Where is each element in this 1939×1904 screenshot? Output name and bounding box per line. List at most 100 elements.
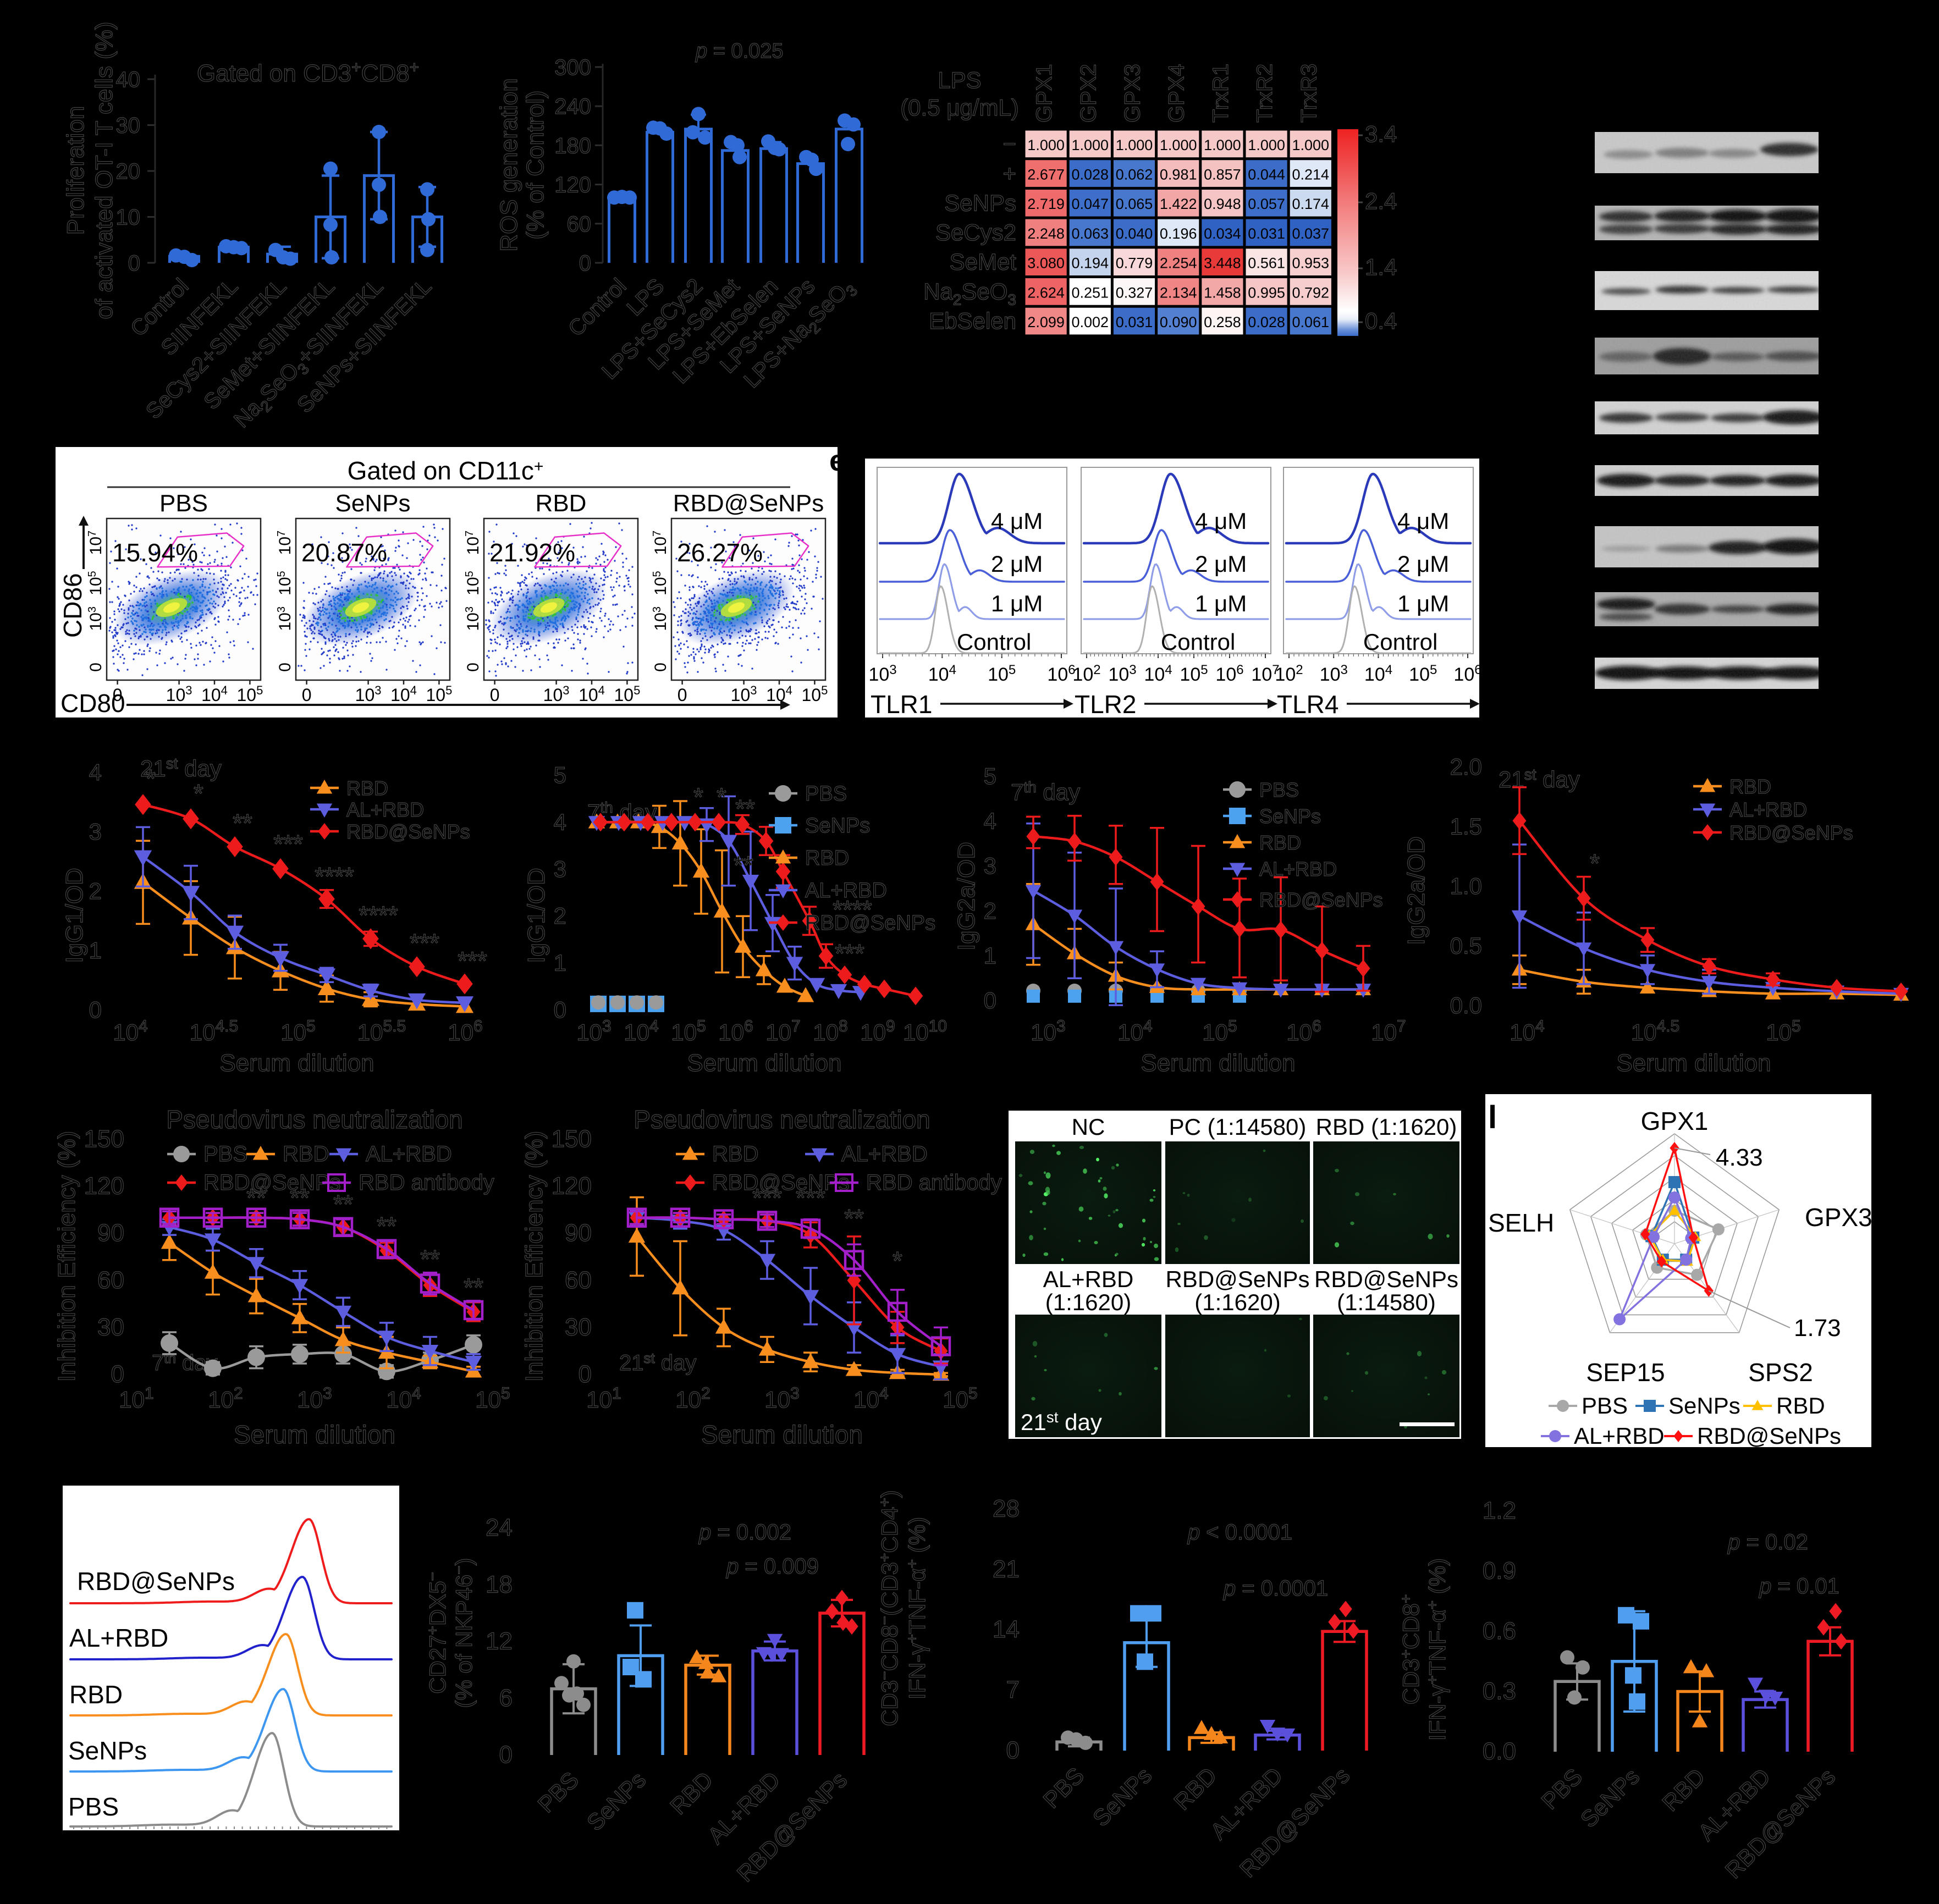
svg-text:0.057: 0.057 (1248, 196, 1285, 212)
svg-text:TLR2: TLR2 (1075, 690, 1136, 719)
svg-text:0: 0 (579, 1361, 592, 1388)
svg-text:1.000: 1.000 (1248, 137, 1285, 153)
svg-text:SeNPs: SeNPs (1259, 805, 1321, 827)
svg-text:Inhibition Efficiency (%): Inhibition Efficiency (%) (53, 1131, 80, 1382)
svg-text:0.031: 0.031 (1116, 314, 1153, 330)
svg-text:2.677: 2.677 (1027, 167, 1065, 183)
svg-text:SeNPs: SeNPs (805, 814, 870, 837)
svg-text:RBD@SeNPs: RBD@SeNPs (673, 490, 824, 517)
svg-text:***: *** (835, 939, 864, 968)
svg-text:1: 1 (89, 937, 102, 963)
svg-text:SeCys2: SeCys2 (935, 219, 1016, 245)
svg-text:2.248: 2.248 (1027, 225, 1065, 242)
svg-text:**: ** (735, 794, 755, 823)
svg-text:2.134: 2.134 (1160, 284, 1197, 301)
svg-text:2: 2 (984, 898, 996, 924)
svg-text:TrxR3: TrxR3 (1297, 64, 1321, 123)
svg-text:RBD@SeNPs: RBD@SeNPs (1697, 1423, 1841, 1449)
svg-text:PC (1:14580): PC (1:14580) (1169, 1114, 1307, 1140)
svg-text:103: 103 (576, 1017, 611, 1045)
svg-text:0: 0 (464, 663, 482, 672)
svg-text:(1:14580): (1:14580) (1337, 1289, 1436, 1315)
svg-text:105: 105 (671, 1017, 706, 1045)
svg-text:0.981: 0.981 (1160, 167, 1197, 183)
svg-text:104: 104 (853, 1384, 888, 1412)
svg-text:21: 21 (993, 1555, 1020, 1582)
svg-text:0.065: 0.065 (1116, 196, 1153, 212)
svg-text:CD86: CD86 (58, 573, 87, 638)
svg-text:Proliferation: Proliferation (62, 106, 89, 235)
svg-text:Serum dilution: Serum dilution (234, 1420, 395, 1449)
svg-text:5: 5 (984, 763, 996, 789)
svg-text:0.792: 0.792 (1292, 284, 1330, 301)
svg-text:60: 60 (565, 1267, 592, 1294)
svg-text:SeNPs: SeNPs (944, 190, 1016, 216)
svg-text:104: 104 (1117, 1017, 1152, 1045)
svg-text:0.063: 0.063 (1072, 225, 1109, 242)
svg-text:p = 0.01: p = 0.01 (1759, 1574, 1839, 1598)
svg-text:2.099: 2.099 (1027, 314, 1065, 330)
svg-text:0.6: 0.6 (1483, 1618, 1516, 1644)
svg-text:0.062: 0.062 (1116, 167, 1153, 183)
svg-text:28: 28 (993, 1495, 1020, 1522)
svg-text:1.2: 1.2 (1483, 1497, 1516, 1524)
svg-text:RBD: RBD (69, 1680, 123, 1709)
svg-text:1.0: 1.0 (1450, 873, 1482, 899)
svg-text:0: 0 (579, 251, 591, 275)
svg-text:4 μM: 4 μM (1397, 508, 1449, 534)
svg-text:*: * (717, 783, 726, 812)
svg-text:0: 0 (652, 663, 670, 672)
svg-text:0.040: 0.040 (1116, 225, 1153, 242)
svg-text:AL+RBD: AL+RBD (346, 798, 424, 821)
svg-text:103: 103 (297, 1384, 332, 1412)
svg-text:20.87%: 20.87% (301, 538, 387, 567)
svg-text:Control: Control (1363, 629, 1437, 655)
svg-text:**: ** (464, 1273, 483, 1301)
svg-text:AL+RBD: AL+RBD (841, 1142, 928, 1166)
svg-text:2 μM: 2 μM (991, 551, 1043, 577)
svg-text:21st day: 21st day (1021, 1409, 1102, 1435)
svg-text:0: 0 (1006, 1737, 1020, 1764)
svg-text:EbSelen: EbSelen (929, 308, 1016, 334)
svg-text:0: 0 (113, 685, 123, 705)
svg-text:0.031: 0.031 (1248, 225, 1285, 242)
svg-text:PBS: PBS (1259, 779, 1299, 801)
svg-text:PBS: PBS (203, 1142, 247, 1166)
svg-text:**: ** (233, 809, 252, 837)
svg-text:0.4: 0.4 (1365, 308, 1397, 334)
svg-text:***: *** (796, 1184, 825, 1212)
svg-text:0.251: 0.251 (1072, 284, 1109, 301)
svg-text:RBD (1:1620): RBD (1:1620) (1316, 1114, 1457, 1140)
svg-text:1 μM: 1 μM (1195, 590, 1247, 616)
svg-text:****: **** (359, 901, 398, 929)
svg-text:104: 104 (390, 683, 417, 705)
svg-text:*: * (1590, 849, 1600, 878)
svg-text:18: 18 (486, 1571, 513, 1598)
svg-text:4: 4 (89, 759, 102, 785)
svg-text:0.948: 0.948 (1204, 196, 1241, 212)
svg-text:CD3+CD8+: CD3+CD8+ (1397, 1594, 1424, 1705)
svg-text:(0.5 μg/mL): (0.5 μg/mL) (900, 95, 1019, 120)
svg-text:21st day: 21st day (140, 755, 222, 781)
svg-text:1.422: 1.422 (1160, 196, 1197, 212)
svg-text:24: 24 (486, 1514, 513, 1541)
svg-text:101: 101 (586, 1384, 621, 1412)
svg-text:6: 6 (499, 1685, 513, 1712)
svg-text:4: 4 (554, 809, 566, 835)
svg-text:0: 0 (87, 663, 105, 672)
svg-text:0.3: 0.3 (1483, 1678, 1516, 1705)
svg-text:RBD@SeNPs: RBD@SeNPs (805, 912, 935, 935)
svg-text:p < 0.0001: p < 0.0001 (1187, 1520, 1292, 1544)
svg-text:0.857: 0.857 (1204, 167, 1241, 183)
svg-text:102: 102 (1072, 663, 1100, 685)
svg-text:1.000: 1.000 (1160, 137, 1197, 153)
svg-text:0: 0 (984, 987, 996, 1013)
svg-text:RBD antibody: RBD antibody (866, 1171, 1002, 1195)
svg-text:RBD: RBD (1259, 831, 1301, 854)
svg-text:7th day: 7th day (1011, 779, 1080, 805)
svg-text:90: 90 (97, 1219, 124, 1246)
svg-text:(1:1620): (1:1620) (1194, 1289, 1280, 1315)
svg-text:2.719: 2.719 (1027, 196, 1065, 212)
svg-text:120: 120 (552, 1173, 592, 1200)
svg-text:AL+RBD: AL+RBD (1043, 1266, 1134, 1292)
